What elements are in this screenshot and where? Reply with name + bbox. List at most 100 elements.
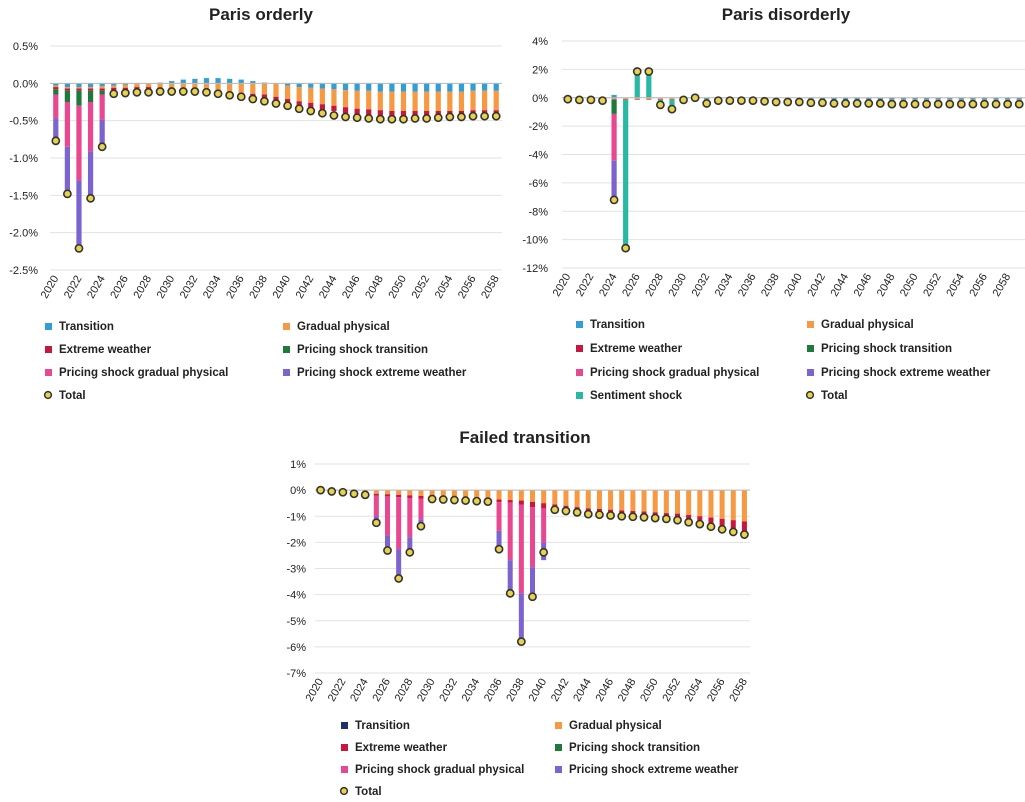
total-point bbox=[364, 114, 374, 123]
bar-segment-ps-extreme bbox=[518, 593, 524, 642]
total-point bbox=[864, 99, 874, 108]
total-point bbox=[225, 90, 235, 100]
legend-item: Gradual physical bbox=[283, 321, 390, 333]
x-tick-label: 2058 bbox=[479, 274, 502, 301]
bar-segment-ps-gradual bbox=[518, 504, 524, 594]
bar-segment-ps-extreme bbox=[384, 535, 391, 553]
total-point bbox=[737, 96, 746, 105]
y-tick-label: 0% bbox=[532, 93, 548, 105]
bar-segment-ps-extreme bbox=[76, 180, 82, 249]
chart-failed-transition: Failed transition 1% 0% -1% -2% -3% -4% -5% -6%… bbox=[286, 428, 750, 798]
legend-swatch bbox=[807, 369, 814, 376]
bar-segment-sentiment bbox=[623, 99, 629, 249]
x-tick-label: 2056 bbox=[705, 677, 728, 704]
legend-swatch bbox=[283, 346, 290, 353]
bar-segment-extreme bbox=[496, 499, 502, 503]
bar-segment-transition bbox=[250, 81, 256, 84]
legend-swatch bbox=[283, 369, 290, 376]
total-point bbox=[51, 136, 61, 146]
x-tick-label: 2052 bbox=[921, 272, 944, 299]
x-tick-label: 2038 bbox=[504, 677, 527, 704]
total-point bbox=[1014, 99, 1024, 109]
bar-segment-ps-transition bbox=[64, 90, 70, 102]
total-point bbox=[341, 112, 350, 122]
x-tick-label: 2024 bbox=[85, 274, 108, 301]
bar-segment-gradual bbox=[482, 90, 488, 111]
bar-segment-transition bbox=[64, 83, 70, 88]
bar-segment-extreme bbox=[657, 99, 663, 100]
chart-title: Failed transition bbox=[459, 428, 590, 447]
bar-segment-ps-gradual bbox=[53, 94, 59, 119]
bar-segment-transition bbox=[866, 97, 872, 100]
legend-item: Extreme weather bbox=[576, 343, 683, 355]
total-point bbox=[818, 98, 827, 108]
total-point bbox=[621, 243, 631, 253]
x-tick-label: 2044 bbox=[829, 272, 852, 299]
total-point bbox=[317, 108, 327, 118]
total-point bbox=[991, 99, 1001, 109]
y-tick-label: 0.5% bbox=[13, 41, 38, 53]
bar-segment-transition bbox=[412, 83, 418, 92]
total-point bbox=[271, 99, 281, 108]
total-point bbox=[617, 511, 627, 521]
bar-segment-extreme bbox=[76, 88, 82, 91]
total-point bbox=[684, 517, 694, 527]
bar-segment-gradual bbox=[384, 490, 391, 495]
bar-segment-gradual bbox=[203, 83, 210, 91]
bar-segment-transition bbox=[227, 78, 233, 84]
total-point bbox=[667, 104, 677, 114]
bar-segment-ps-gradual bbox=[396, 497, 402, 550]
legend-swatch bbox=[807, 321, 814, 328]
bar-segment-ps-gradual bbox=[407, 497, 413, 538]
x-tick-label: 2030 bbox=[667, 272, 690, 299]
bar-segment-transition bbox=[981, 97, 988, 100]
total-point bbox=[416, 521, 426, 531]
bar-segment-transition bbox=[366, 83, 372, 91]
total-point bbox=[852, 99, 862, 108]
bar-segment-extreme bbox=[53, 87, 59, 90]
bar-segment-gradual bbox=[373, 490, 379, 494]
bar-segment-gradual bbox=[400, 91, 407, 111]
bar-segment-ps-gradual bbox=[384, 496, 391, 536]
legend-label: Pricing shock extreme weather bbox=[297, 367, 467, 379]
bar-segment-transition bbox=[122, 83, 128, 85]
bar-segment-gradual bbox=[470, 90, 476, 111]
legend-label: Gradual physical bbox=[821, 319, 914, 331]
legend-swatch bbox=[576, 345, 583, 352]
bar-segment-gradual bbox=[496, 490, 502, 500]
total-point bbox=[468, 111, 478, 121]
legend-swatch bbox=[576, 369, 583, 376]
total-point bbox=[661, 514, 671, 524]
y-tick-label: -2.0% bbox=[9, 228, 38, 240]
total-point bbox=[109, 89, 119, 99]
total-point bbox=[74, 243, 84, 253]
total-point bbox=[695, 519, 705, 529]
total-point bbox=[375, 114, 385, 124]
bar-segment-extreme bbox=[319, 104, 325, 110]
total-point bbox=[352, 113, 362, 123]
bar-segment-transition bbox=[87, 83, 94, 88]
bar-segment-transition bbox=[215, 78, 221, 84]
legend-label: Pricing shock transition bbox=[569, 742, 700, 754]
y-tick-label: -1.5% bbox=[9, 190, 38, 202]
bar-segment-gradual bbox=[192, 83, 198, 91]
bar-segment-ps-transition bbox=[87, 90, 94, 102]
bar-segment-extreme bbox=[261, 94, 268, 100]
bar-segment-extreme bbox=[354, 108, 360, 115]
bar-segment-extreme bbox=[719, 518, 725, 530]
bar-segment-extreme bbox=[284, 99, 291, 104]
x-tick-label: 2052 bbox=[410, 274, 433, 301]
total-point bbox=[841, 99, 850, 108]
total-point bbox=[632, 67, 642, 76]
total-point bbox=[628, 512, 638, 522]
total-point bbox=[748, 96, 758, 105]
y-tick-label: -12% bbox=[522, 263, 548, 275]
bar-segment-extreme bbox=[424, 110, 430, 117]
bar-segment-extreme bbox=[529, 501, 536, 508]
x-tick-label: 2024 bbox=[597, 272, 620, 299]
bar-segment-ps-extreme bbox=[407, 537, 413, 553]
total-point bbox=[132, 87, 142, 97]
total-point bbox=[702, 99, 712, 108]
x-tick-label: 2036 bbox=[482, 677, 505, 704]
